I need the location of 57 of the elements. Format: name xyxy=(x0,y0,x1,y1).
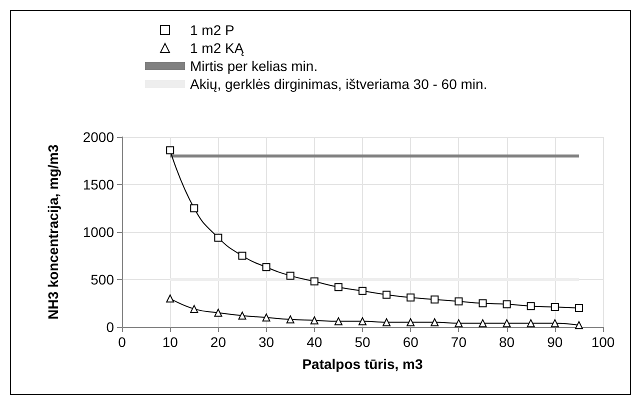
point xyxy=(286,315,294,324)
point xyxy=(334,283,342,292)
point xyxy=(526,302,535,310)
point xyxy=(454,319,463,328)
point xyxy=(526,319,535,328)
point xyxy=(430,295,439,304)
point xyxy=(358,317,366,326)
x-tick-label: 40 xyxy=(306,334,322,350)
x-tick-label: 0 xyxy=(118,334,126,350)
point xyxy=(502,300,511,308)
y-tick-label: 1500 xyxy=(82,176,114,192)
point xyxy=(358,286,366,295)
point xyxy=(574,304,583,312)
x-tick-label: 80 xyxy=(499,334,515,350)
point xyxy=(166,294,174,302)
point xyxy=(214,234,222,242)
point xyxy=(454,297,463,306)
point xyxy=(214,308,222,317)
point xyxy=(190,204,198,212)
x-tick-label: 30 xyxy=(258,334,274,350)
point xyxy=(310,277,318,286)
y-tick-label: 500 xyxy=(90,272,114,288)
x-tick-label: 60 xyxy=(402,334,419,350)
y-axis-title: NH3 koncentracija, mg/m3 xyxy=(45,144,61,320)
point xyxy=(262,314,270,322)
legend-label: 1 m2 P xyxy=(190,22,234,38)
point xyxy=(238,252,246,260)
point xyxy=(478,319,487,328)
legend-label: Akių, gerklės dirginimas, ištveriama 30 - 60 min. xyxy=(190,76,488,92)
x-tick-label: 90 xyxy=(547,334,563,350)
point xyxy=(550,319,559,328)
point xyxy=(478,299,487,308)
point xyxy=(382,318,391,326)
point xyxy=(430,318,439,326)
point xyxy=(286,272,294,280)
y-tick-label: 0 xyxy=(106,319,114,335)
point xyxy=(406,294,415,302)
x-tick-label: 10 xyxy=(162,334,178,350)
y-tick-label: 2000 xyxy=(82,129,114,145)
x-tick-label: 20 xyxy=(210,334,226,350)
x-tick-label: 70 xyxy=(450,334,467,350)
y-tick-label: 1000 xyxy=(82,224,114,240)
point xyxy=(262,263,270,272)
point xyxy=(238,312,246,320)
x-tick-label: 100 xyxy=(591,334,615,350)
point xyxy=(550,303,559,312)
point xyxy=(502,319,511,328)
point xyxy=(334,317,342,326)
point xyxy=(166,146,174,154)
point xyxy=(310,316,318,324)
legend-label: 1 m2 KĄ xyxy=(190,40,244,56)
point xyxy=(574,321,583,330)
point xyxy=(382,290,391,299)
point xyxy=(406,318,415,326)
legend-label: Mirtis per kelias min. xyxy=(190,58,318,74)
x-tick-label: 50 xyxy=(354,334,370,350)
x-axis-title: Patalpos tūris, m3 xyxy=(302,356,424,372)
